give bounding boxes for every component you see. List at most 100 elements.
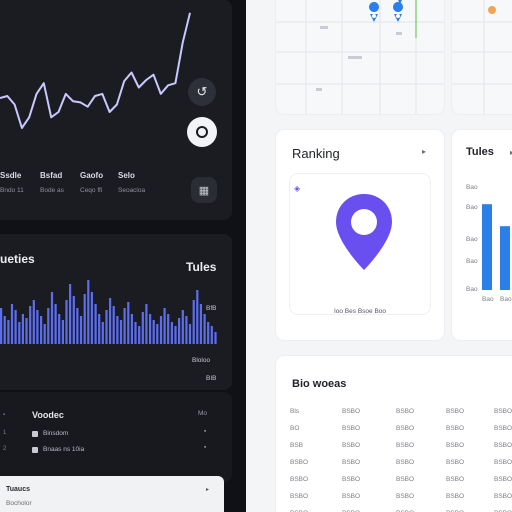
tules-axis-tick: Bao [466,204,478,211]
stat-value-2: Bode as [40,187,64,194]
refresh-button[interactable]: ↺ [188,78,216,106]
bar [40,316,43,344]
bar [199,304,202,344]
bar [58,314,61,344]
bar [178,318,181,344]
bar [203,314,206,344]
bar [181,310,184,344]
table-cell: BSBO [446,476,465,483]
bar [90,292,93,344]
tules-axis-tick: Bao [466,286,478,293]
table-cell: BSBO [342,476,361,483]
bar [119,320,123,344]
table-cell: BSBO [494,442,512,449]
list-item-label: Binsdom [43,430,69,437]
bar [482,204,492,290]
table-cell: BSBO [494,476,512,483]
wave-series-line [0,12,191,129]
bar [138,326,141,344]
stat-value-3: Ceqo ffi [80,187,103,194]
bar [210,326,213,344]
bar [43,324,46,344]
table-cell: BSB [290,442,304,449]
table-cell: BSBO [396,476,415,483]
stat-label-3: Gaofo [80,171,104,180]
bar [61,320,64,344]
chevron-right-icon: ▸ [206,487,210,493]
ranking-card: Ranking ▸ ◈ Ioo Bes Bsoe Boo [276,130,444,340]
bars-value-label: BfB [206,305,217,312]
bar [109,298,112,344]
map-pin-icon[interactable] [393,2,404,22]
table-cell: BSBO [396,459,415,466]
table-cell: BSBO [494,425,512,432]
bar [156,324,159,344]
bar [87,280,90,344]
tules-x-label: Bao [500,296,512,303]
bar [112,306,115,344]
bar [192,300,195,344]
list-item-action[interactable]: ▪ [204,444,207,451]
calendar-button[interactable]: ▦ [191,177,217,203]
bar [14,310,17,344]
tules-x-label: Bao [482,296,494,303]
bar [105,310,108,344]
stat-value-1: Bndo 11 [0,187,24,194]
wave-chart-card: ↺ Ssdle Bndo 11 Bsfad Bode as Gaofo Ceqo… [0,0,232,220]
bar [152,320,155,344]
bar [10,304,14,344]
table-cell: BSBO [396,425,415,432]
map-pin-icon[interactable] [395,0,405,4]
bar [65,300,68,344]
tules-bar-chart [482,204,510,290]
list-index-marker: ▪ [3,412,6,418]
bottom-card[interactable]: Tuaucs Bocholor ▸ [0,476,224,512]
tules-axis-tick: Bao [466,184,478,191]
list-card-meta: Mo [198,410,208,417]
map-marker-icon[interactable] [488,6,496,14]
bottom-card-title: Tuaucs [6,486,30,493]
bar [36,310,39,344]
map-pin-icon[interactable] [369,2,380,22]
location-marker-icon: ◈ [294,184,301,193]
table-cell: BSBO [342,442,361,449]
bar [29,306,32,344]
ranking-caption: Ioo Bes Bsoe Boo [333,308,387,315]
map-card[interactable] [276,0,444,114]
table-cell: BSBO [446,459,465,466]
record-button[interactable] [187,117,217,147]
table-cell: BSBO [446,442,465,449]
chevron-right-icon[interactable]: ▸ [422,147,427,156]
bar [3,316,6,344]
map-card-secondary[interactable] [452,0,512,114]
list-item-action[interactable]: ▪ [204,428,207,435]
table-cell: BSBO [494,408,512,415]
table-cell: BSBO [396,442,415,449]
map [276,0,444,114]
chevron-right-icon[interactable]: ▸ [510,148,512,157]
bars-footer-label-2: BIB [206,375,217,382]
bar [101,322,104,344]
table-cell: BSBO [342,408,361,415]
bar [145,304,148,344]
table-cell: BSBO [290,459,309,466]
list-item-label: Bnaas ns 10ia [43,446,85,453]
table-cell: BSBO [342,459,361,466]
ranking-location-panel: ◈ Ioo Bes Bsoe Boo [290,174,430,315]
bar [50,292,54,344]
bar [188,324,192,344]
bar [0,308,3,344]
circle-icon [196,126,208,138]
list-item[interactable]: Bnaas ns 10ia [32,446,84,453]
bar [123,308,126,344]
bars-card-subtitle: Tules [186,260,217,274]
list-item[interactable]: Binsdom [32,430,68,437]
list-card-title: Voodec [32,410,64,420]
bar [76,308,79,344]
bar [141,312,144,344]
bar [32,300,35,344]
list-card: Voodec Mo ▪ 1 Binsdom ▪ 2 Bnaas ns 10ia … [0,392,232,482]
bars-chart-card: ueties Tules BfB Bloloo BIB [0,234,232,390]
table-cell: BSBO [396,510,414,512]
calendar-icon: ▦ [198,184,210,197]
